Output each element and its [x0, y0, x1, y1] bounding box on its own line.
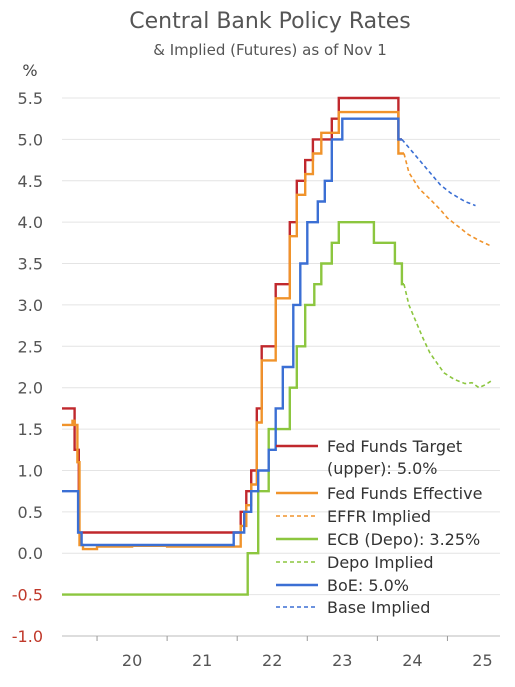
chart-subtitle: & Implied (Futures) as of Nov 1 — [153, 41, 387, 59]
y-tick-label: 3.0 — [18, 296, 43, 315]
x-axis-ticks: 20 21 22 23 24 25 — [62, 635, 500, 670]
y-axis-unit-label: % — [22, 61, 37, 80]
x-tick-label: 24 — [402, 651, 422, 670]
x-tick-label: 25 — [472, 651, 492, 670]
legend-label: ECB (Depo): 3.25% — [327, 530, 480, 549]
y-tick-label: -1.0 — [12, 627, 43, 646]
y-axis-ticks: 5.5 5.0 4.5 4.0 3.5 3.0 2.5 2.0 1.5 1.0 0.5 0.0 -0.5… — [12, 89, 43, 646]
y-tick-label: 0.0 — [18, 544, 43, 563]
legend-label: Fed Funds Effective — [327, 484, 482, 503]
series-line-ecb-depo-3-25 — [62, 221, 404, 596]
y-tick-label: -0.5 — [12, 586, 43, 605]
legend-label: BoE: 5.0% — [327, 576, 409, 595]
chart-title: Central Bank Policy Rates — [129, 9, 411, 34]
x-tick-label: 23 — [332, 651, 352, 670]
series-line-fed-funds-effective — [62, 110, 404, 551]
y-tick-label: 1.5 — [18, 420, 43, 439]
legend: Fed Funds Target (upper): 5.0% Fed Funds E… — [276, 437, 482, 617]
x-tick-label: 21 — [192, 651, 212, 670]
x-tick-label: 20 — [122, 651, 142, 670]
legend-label: Fed Funds Target — [327, 437, 462, 456]
legend-label: EFFR Implied — [327, 507, 431, 526]
y-tick-label: 4.5 — [18, 172, 43, 191]
y-tick-label: 0.5 — [18, 503, 43, 522]
y-tick-label: 3.5 — [18, 255, 43, 274]
series-line-base-implied — [401, 138, 476, 207]
x-tick-label: 22 — [262, 651, 282, 670]
y-tick-label: 5.0 — [18, 130, 43, 149]
y-tick-label: 2.5 — [18, 337, 43, 356]
y-tick-label: 5.5 — [18, 89, 43, 108]
legend-label: (upper): 5.0% — [327, 459, 437, 478]
series-lines — [62, 96, 492, 596]
legend-label: Depo Implied — [327, 553, 434, 572]
legend-label: Base Implied — [327, 598, 430, 617]
series-line-effr-implied — [403, 153, 490, 247]
y-tick-label: 2.0 — [18, 379, 43, 398]
y-tick-label: 1.0 — [18, 461, 43, 480]
series-line-boe-5-0 — [62, 117, 402, 547]
series-line-depo-implied — [403, 284, 492, 389]
y-tick-label: 4.0 — [18, 213, 43, 232]
